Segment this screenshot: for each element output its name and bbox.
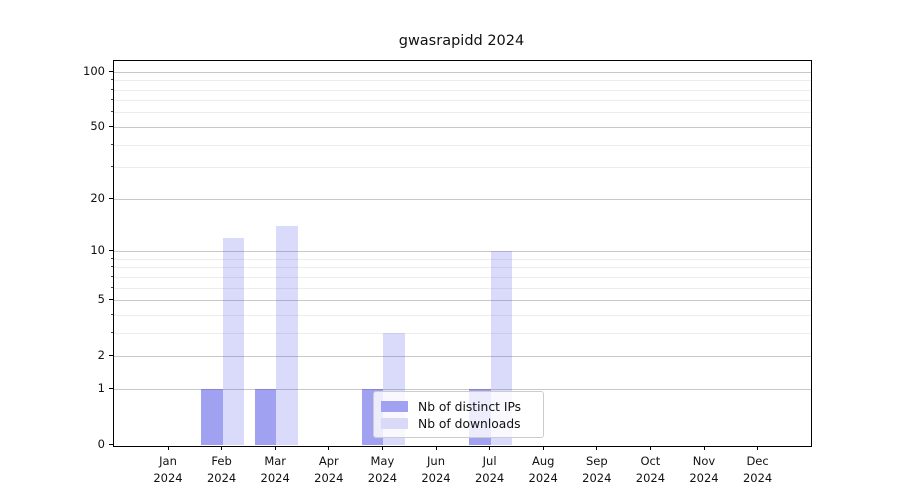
y-tick-mark <box>109 299 113 301</box>
x-tick-label: Sep 2024 <box>582 454 612 485</box>
y-tick-label: 50 <box>90 118 105 133</box>
y-minor-gridline <box>114 314 811 316</box>
bar-downloads <box>276 225 298 445</box>
legend-swatch <box>381 418 408 429</box>
y-minor-tick-mark <box>110 143 113 145</box>
y-minor-tick-mark <box>110 79 113 81</box>
y-tick-label: 1 <box>97 380 105 395</box>
y-major-gridline <box>114 300 811 302</box>
x-tick-label: Jul 2024 <box>474 454 505 485</box>
x-tick-label: Apr 2024 <box>314 454 344 485</box>
y-minor-tick-mark <box>110 88 113 90</box>
x-tick-label: Jan 2024 <box>153 454 183 485</box>
y-minor-gridline <box>114 267 811 269</box>
legend: Nb of distinct IPs Nb of downloads <box>373 391 544 438</box>
y-minor-tick-mark <box>110 286 113 288</box>
x-tick-mark <box>221 446 223 450</box>
y-tick-label: 100 <box>83 63 105 78</box>
y-minor-tick-mark <box>110 266 113 268</box>
y-tick-label: 10 <box>90 243 105 258</box>
y-minor-gridline <box>114 89 811 91</box>
bar-distinct-ips <box>254 388 277 445</box>
y-minor-gridline <box>114 167 811 169</box>
y-tick-mark <box>109 197 113 199</box>
bar-distinct-ips <box>201 388 223 445</box>
legend-entry: Nb of downloads <box>381 415 535 432</box>
y-tick-mark <box>109 387 113 389</box>
y-tick-label: 0 <box>97 437 105 451</box>
x-tick-label: May 2024 <box>367 454 398 485</box>
x-tick-mark <box>542 446 544 450</box>
bar-downloads <box>222 237 244 445</box>
x-tick-label: Oct 2024 <box>635 454 666 485</box>
y-major-gridline <box>114 388 811 390</box>
x-tick-mark <box>274 446 276 450</box>
x-tick-label: Dec 2024 <box>742 454 773 485</box>
y-minor-gridline <box>114 144 811 146</box>
y-tick-label: 2 <box>97 348 105 363</box>
y-tick-mark <box>109 125 113 127</box>
x-tick-mark <box>649 446 651 450</box>
x-tick-mark <box>757 446 759 450</box>
y-tick-mark <box>109 250 113 252</box>
chart-title: gwasrapidd 2024 <box>398 33 525 49</box>
y-tick-label: 5 <box>97 292 105 307</box>
y-major-gridline <box>114 198 811 200</box>
y-minor-tick-mark <box>110 313 113 315</box>
y-minor-gridline <box>114 287 811 289</box>
y-minor-gridline <box>114 332 811 334</box>
y-minor-tick-mark <box>110 166 113 168</box>
y-minor-gridline <box>114 276 811 278</box>
y-minor-gridline <box>114 100 811 102</box>
x-tick-mark <box>596 446 598 450</box>
y-minor-tick-mark <box>110 257 113 259</box>
legend-label: Nb of downloads <box>418 416 521 431</box>
x-tick-mark <box>703 446 705 450</box>
x-tick-mark <box>167 446 169 450</box>
y-minor-gridline <box>114 258 811 260</box>
x-tick-label: Mar 2024 <box>260 454 290 485</box>
legend-swatch <box>381 401 408 412</box>
x-tick-label: Aug 2024 <box>528 454 558 485</box>
x-tick-label: Jun 2024 <box>421 454 451 485</box>
x-tick-mark <box>328 446 330 450</box>
x-tick-mark <box>381 446 383 450</box>
legend-label: Nb of distinct IPs <box>418 399 522 414</box>
x-tick-mark <box>435 446 437 450</box>
y-minor-gridline <box>114 112 811 114</box>
y-major-gridline <box>114 356 811 358</box>
y-minor-gridline <box>114 80 811 82</box>
y-major-gridline <box>114 71 811 73</box>
x-tick-label: Feb 2024 <box>206 454 237 485</box>
y-tick-label: 20 <box>90 190 105 205</box>
x-tick-mark <box>489 446 491 450</box>
y-minor-tick-mark <box>110 331 113 333</box>
legend-entry: Nb of distinct IPs <box>381 398 535 415</box>
x-tick-label: Nov 2024 <box>689 454 719 485</box>
plot-area <box>113 60 812 447</box>
y-tick-mark <box>109 355 113 357</box>
y-minor-tick-mark <box>110 275 113 277</box>
y-tick-mark <box>109 70 113 72</box>
y-tick-mark <box>109 444 113 445</box>
y-major-gridline <box>114 251 811 253</box>
y-minor-tick-mark <box>110 111 113 113</box>
y-major-gridline <box>114 126 811 128</box>
y-minor-tick-mark <box>110 99 113 101</box>
